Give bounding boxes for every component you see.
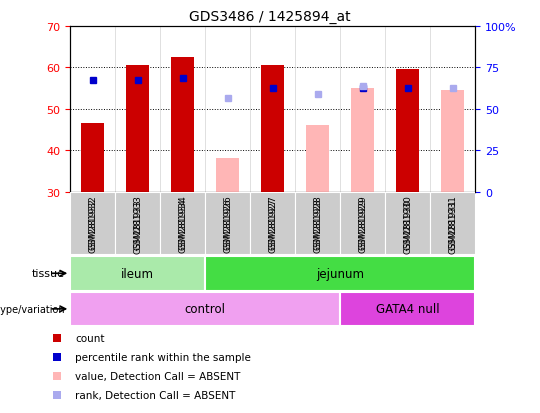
Text: GSM281926: GSM281926 xyxy=(223,195,232,250)
Text: GSM281928: GSM281928 xyxy=(313,195,322,250)
Text: percentile rank within the sample: percentile rank within the sample xyxy=(76,352,251,362)
Bar xyxy=(250,192,295,254)
Text: GSM281927: GSM281927 xyxy=(268,198,277,253)
Text: GSM281930: GSM281930 xyxy=(403,195,412,250)
Text: rank, Detection Call = ABSENT: rank, Detection Call = ABSENT xyxy=(76,390,235,400)
Bar xyxy=(352,89,374,192)
Text: ileum: ileum xyxy=(121,267,154,280)
Text: tissue: tissue xyxy=(32,268,65,279)
Bar xyxy=(396,70,419,192)
Bar xyxy=(115,192,160,254)
Bar xyxy=(160,192,205,254)
Text: GSM281932: GSM281932 xyxy=(88,198,97,253)
Text: GDS3486 / 1425894_at: GDS3486 / 1425894_at xyxy=(189,10,351,24)
Bar xyxy=(172,58,194,192)
Bar xyxy=(205,192,250,254)
Text: value, Detection Call = ABSENT: value, Detection Call = ABSENT xyxy=(76,371,241,381)
Text: GSM281934: GSM281934 xyxy=(178,198,187,253)
Bar xyxy=(340,292,475,326)
Bar xyxy=(70,192,115,254)
Bar xyxy=(340,192,385,254)
Bar xyxy=(307,126,329,192)
Bar xyxy=(217,159,239,192)
Text: GSM281929: GSM281929 xyxy=(358,195,367,250)
Text: GSM281930: GSM281930 xyxy=(403,198,412,253)
Text: GSM281931: GSM281931 xyxy=(448,195,457,250)
Bar xyxy=(295,192,340,254)
Bar xyxy=(126,66,149,192)
Bar xyxy=(70,256,205,291)
Bar xyxy=(205,256,475,291)
Text: GSM281933: GSM281933 xyxy=(133,198,142,253)
Text: GATA4 null: GATA4 null xyxy=(376,303,440,316)
Bar xyxy=(430,192,475,254)
Text: GSM281934: GSM281934 xyxy=(178,195,187,250)
Bar xyxy=(82,124,104,192)
Bar xyxy=(385,192,430,254)
Text: GSM281932: GSM281932 xyxy=(88,195,97,250)
Text: GSM281933: GSM281933 xyxy=(133,195,142,250)
Bar xyxy=(70,292,340,326)
Bar xyxy=(352,89,374,192)
Text: control: control xyxy=(185,303,226,316)
Text: GSM281931: GSM281931 xyxy=(448,198,457,253)
Text: GSM281927: GSM281927 xyxy=(268,195,277,250)
Text: GSM281928: GSM281928 xyxy=(313,198,322,253)
Bar xyxy=(442,91,464,192)
Text: jejunum: jejunum xyxy=(316,267,364,280)
Text: GSM281929: GSM281929 xyxy=(358,198,367,253)
Bar xyxy=(261,66,284,192)
Text: GSM281926: GSM281926 xyxy=(223,198,232,253)
Text: genotype/variation: genotype/variation xyxy=(0,304,65,314)
Text: count: count xyxy=(76,333,105,343)
